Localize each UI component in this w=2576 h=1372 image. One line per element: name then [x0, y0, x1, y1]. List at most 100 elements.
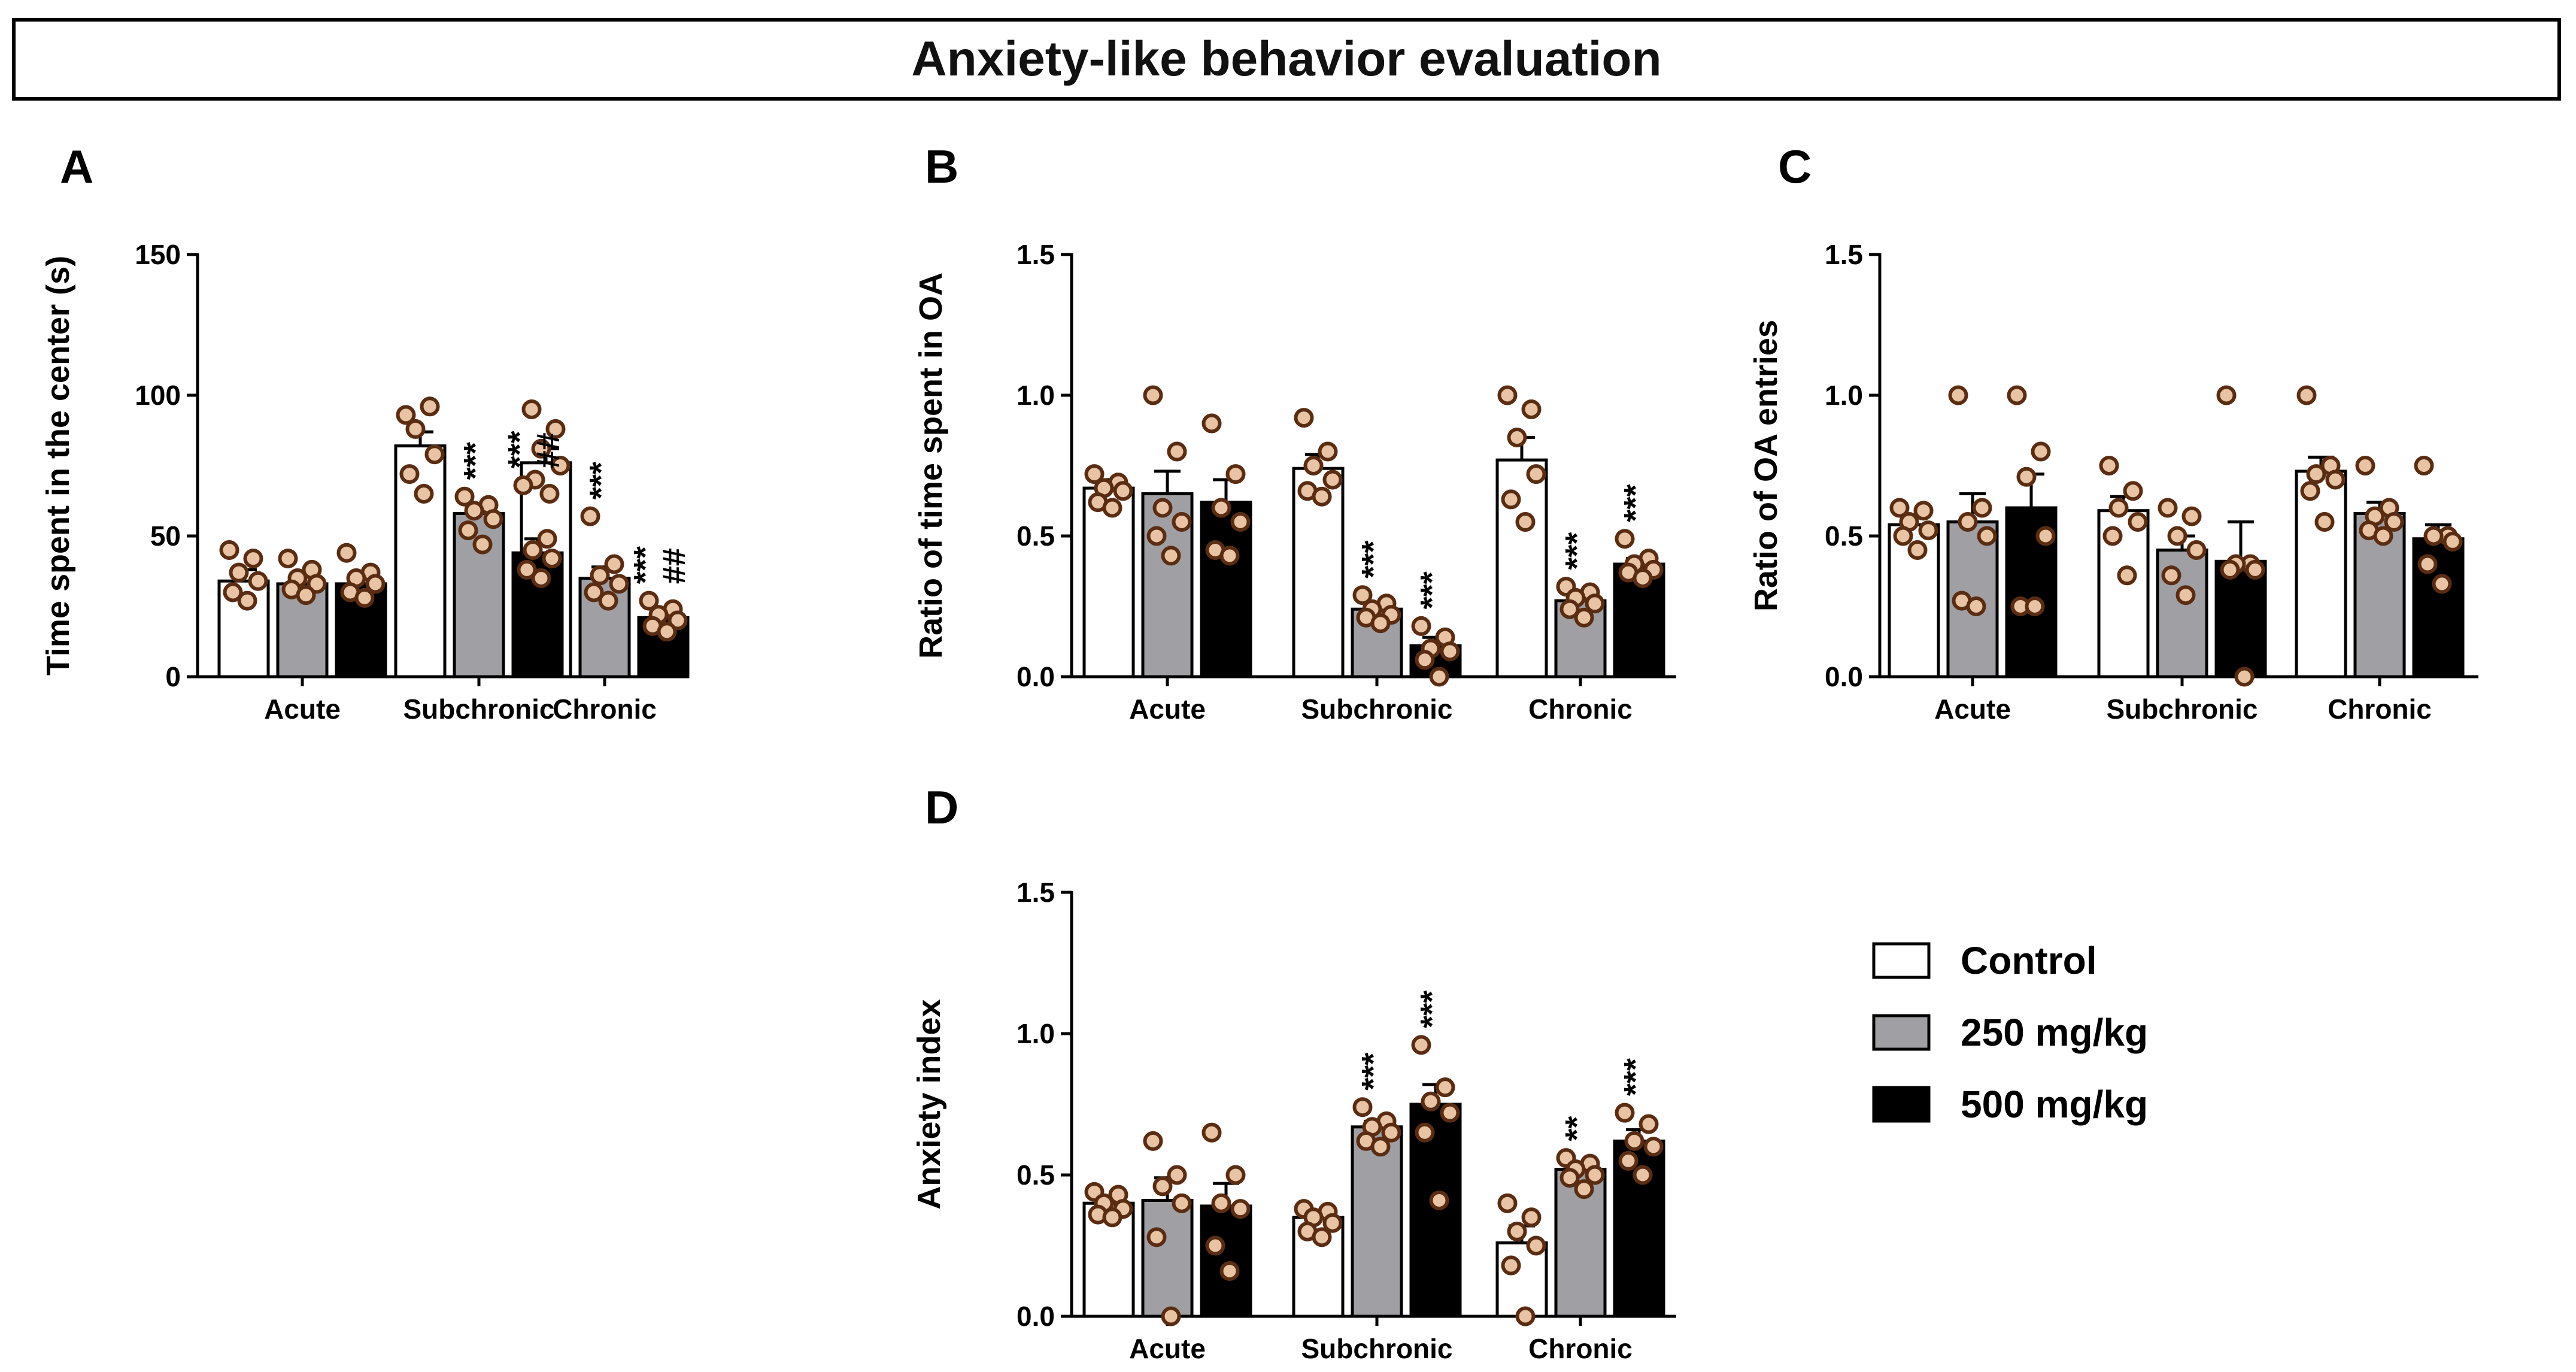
data-point	[1893, 526, 1913, 546]
data-point	[2007, 385, 2027, 405]
legend-label: Control	[1961, 939, 2097, 982]
data-point	[1977, 526, 1997, 546]
data-point	[1230, 1199, 1251, 1219]
data-point	[1352, 1097, 1373, 1117]
data-point	[2234, 667, 2255, 687]
y-axis-label: Time spent in the center (s)	[40, 256, 76, 676]
data-point	[1948, 385, 1968, 405]
data-point	[639, 590, 659, 611]
data-point	[1585, 1165, 1605, 1185]
data-point	[598, 590, 618, 611]
significance-marker: ##	[656, 548, 692, 584]
data-point	[2181, 506, 2202, 526]
data-point	[1574, 1179, 1594, 1200]
data-point	[1312, 1227, 1332, 1247]
data-point	[1411, 1035, 1431, 1055]
y-tick-label: 0.0	[1017, 661, 1055, 692]
y-tick-label: 0.0	[1825, 661, 1863, 692]
data-point	[1219, 546, 1240, 566]
data-point	[2186, 540, 2207, 560]
data-point	[2220, 559, 2240, 580]
data-point	[1146, 526, 1167, 546]
data-point	[2216, 385, 2237, 405]
data-point	[609, 574, 629, 594]
data-point	[1415, 650, 1435, 670]
data-point	[248, 571, 268, 591]
data-point	[537, 529, 557, 549]
significance-marker: ***	[1618, 1058, 1653, 1096]
data-point	[336, 543, 357, 563]
data-point	[1146, 1227, 1167, 1247]
y-tick-label: 0.0	[1017, 1301, 1055, 1332]
data-point	[545, 419, 566, 439]
data-point	[296, 585, 316, 605]
data-point	[354, 587, 375, 608]
data-point	[2417, 554, 2438, 574]
data-point	[657, 622, 677, 642]
panel-b: B Ratio of time spent in OA 0.0 0.5 1.0 1.5 Ac…	[913, 140, 1676, 725]
data-point	[414, 484, 434, 504]
data-point	[1381, 1122, 1401, 1143]
data-point	[1958, 512, 1978, 532]
data-point	[420, 396, 440, 417]
data-point	[1143, 1131, 1163, 1151]
y-tick-label: 0.5	[1017, 1159, 1055, 1191]
bar	[1351, 1125, 1403, 1318]
data-point	[1205, 1235, 1225, 1256]
data-point	[1507, 428, 1527, 447]
data-point	[1102, 1207, 1122, 1228]
panel-letter: D	[925, 781, 958, 834]
data-point	[1152, 498, 1173, 518]
data-point	[1559, 1168, 1580, 1188]
data-point	[1526, 1235, 1546, 1256]
bar	[2295, 470, 2347, 679]
data-point	[1352, 585, 1373, 605]
data-point	[523, 540, 543, 560]
data-point	[472, 534, 493, 555]
data-point	[1322, 470, 1343, 490]
significance-marker: **	[1559, 1116, 1595, 1141]
data-point	[2016, 467, 2037, 487]
legend-swatch	[1872, 1086, 1931, 1123]
data-point	[424, 444, 445, 465]
data-point	[1501, 489, 1521, 510]
y-tick-label: 1.0	[1825, 380, 1863, 411]
data-point	[1497, 385, 1518, 405]
data-point	[1201, 1122, 1222, 1143]
data-point	[454, 486, 475, 507]
data-point	[1230, 512, 1251, 532]
y-tick-label: 100	[135, 380, 181, 411]
data-point	[229, 562, 249, 583]
data-point	[1574, 607, 1594, 628]
x-tick-label: Chronic	[2328, 693, 2432, 725]
data-point	[1966, 596, 1986, 616]
data-point	[2355, 456, 2375, 475]
legend-label: 500 mg/kg	[1961, 1083, 2148, 1126]
bar	[1141, 1198, 1194, 1318]
significance-marker: ***	[627, 546, 663, 584]
significance-marker: ***	[457, 442, 493, 480]
data-point	[1152, 1176, 1173, 1197]
y-tick-label: 1.0	[1017, 1018, 1055, 1049]
y-axis-label: Ratio of OA entries	[1748, 320, 1784, 611]
data-point	[2245, 559, 2265, 580]
data-point	[2325, 470, 2346, 490]
data-point	[2432, 574, 2452, 594]
data-point	[1889, 498, 1910, 518]
data-point	[531, 438, 551, 459]
data-point	[2373, 526, 2393, 546]
data-point	[1421, 1091, 1441, 1111]
data-point	[1521, 1207, 1542, 1228]
legend-swatch	[1872, 1014, 1931, 1051]
data-point	[539, 484, 560, 504]
data-point	[1211, 1193, 1231, 1213]
x-tick-label: Chronic	[1528, 693, 1633, 725]
data-point	[2414, 456, 2434, 475]
x-tick-label: Acute	[1934, 693, 2011, 725]
data-point	[1913, 501, 1934, 521]
data-point	[396, 405, 416, 425]
data-point	[2158, 498, 2178, 518]
legend-swatch	[1872, 942, 1931, 979]
data-point	[399, 464, 420, 484]
